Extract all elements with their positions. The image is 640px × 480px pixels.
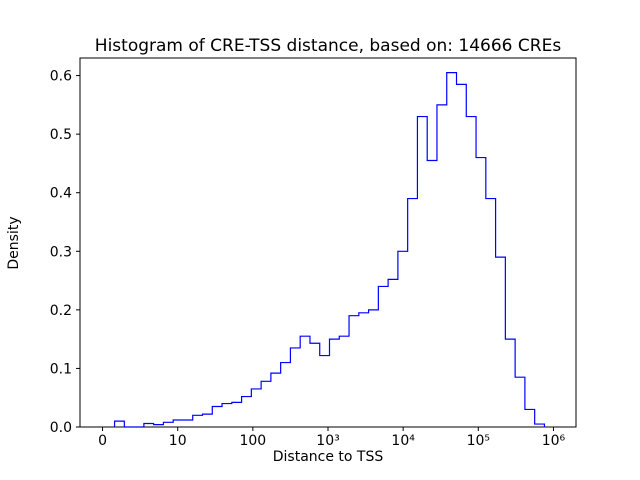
y-axis-label: Density — [6, 216, 22, 270]
y-tick-label: 0.1 — [50, 361, 72, 377]
x-tick-label: 10³ — [316, 433, 339, 449]
x-axis-label: Distance to TSS — [272, 449, 384, 465]
chart-title: Histogram of CRE-TSS distance, based on:… — [94, 36, 562, 56]
y-tick-label: 0.5 — [50, 127, 72, 143]
x-tick-label: 100 — [239, 433, 266, 449]
x-tick-label: 10 — [169, 433, 187, 449]
y-tick-label: 0.6 — [50, 69, 72, 85]
x-tick-label: 10⁵ — [467, 433, 490, 449]
x-tick-label: 10⁴ — [391, 433, 415, 449]
y-tick-label: 0.0 — [50, 420, 72, 436]
plot-border — [79, 57, 577, 428]
y-tick-label: 0.4 — [50, 186, 72, 202]
y-tick-label: 0.3 — [50, 244, 72, 260]
y-tick-label: 0.2 — [50, 303, 72, 319]
histogram-step-line — [113, 72, 546, 428]
x-tick-label: 0 — [98, 433, 107, 449]
x-tick-label: 10⁶ — [542, 433, 566, 449]
